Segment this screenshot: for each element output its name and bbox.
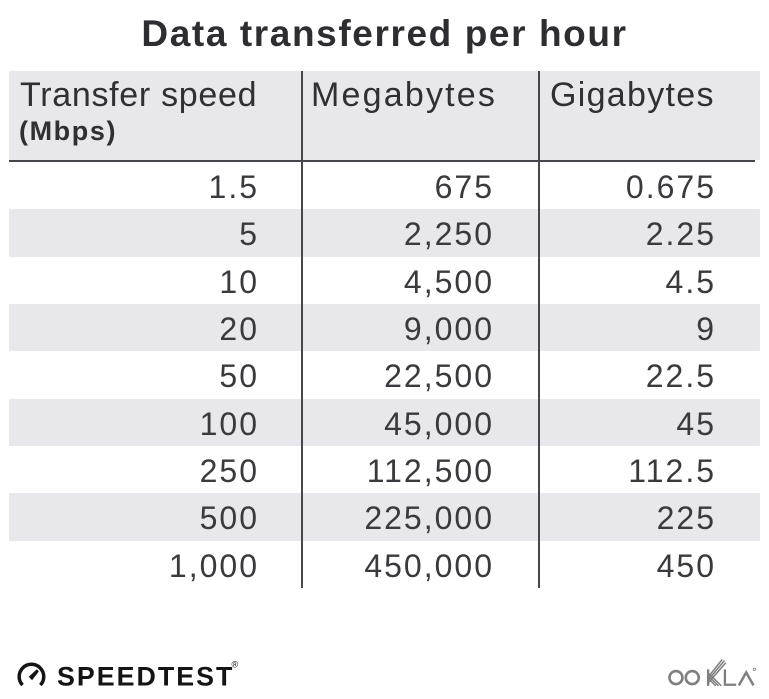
svg-text:®: ® [232, 660, 239, 670]
svg-text:SPEEDTEST: SPEEDTEST [57, 661, 234, 691]
